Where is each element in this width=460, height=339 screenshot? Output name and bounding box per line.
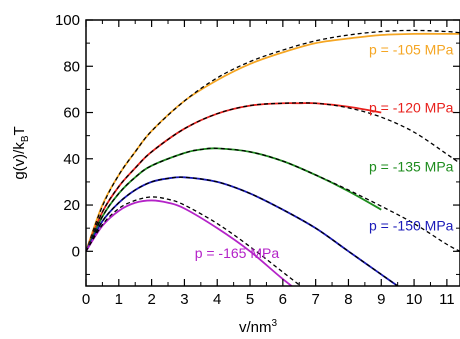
- x-axis-title-sup: 3: [271, 318, 277, 329]
- fit-line-p-135-mpa: [86, 147, 460, 252]
- x-tick-label-8: 8: [344, 291, 352, 308]
- x-tick-label-2: 2: [147, 291, 155, 308]
- series-label-p-165-mpa: p = -165 MPa: [195, 245, 280, 261]
- curves-layer: [86, 29, 460, 286]
- x-tick-label-4: 4: [213, 291, 221, 308]
- x-tick-label-11: 11: [439, 291, 455, 308]
- y-axis-title-main: g(v)/k: [11, 142, 28, 180]
- y-tick-label-0: 0: [72, 243, 80, 260]
- y-tick-label-80: 80: [63, 58, 80, 75]
- series-label-p-150-mpa: p = -150 MPa: [369, 217, 454, 233]
- fit-line-p-120-mpa: [86, 102, 460, 252]
- x-tick-label-5: 5: [246, 291, 254, 308]
- series-labels-layer: p = -105 MPa p = -120 MPa p = -135 MPa p = …: [195, 42, 454, 262]
- fit-line-p-105-mpa: [86, 29, 460, 252]
- x-axis-title: v/nm3: [239, 318, 278, 336]
- x-axis-title-main: v/nm: [239, 319, 272, 336]
- y-axis-title-tail: T: [11, 126, 28, 135]
- series-line-p-135-mpa: [86, 147, 382, 252]
- x-tick-label-6: 6: [279, 291, 287, 308]
- x-tick-label-7: 7: [311, 291, 319, 308]
- ticks-layer: 0 1 2 3 4 5 6 7 8 9 10 11 0 20 40 60 80 100: [55, 12, 460, 308]
- y-tick-label-40: 40: [63, 151, 80, 168]
- x-tick-label-1: 1: [115, 291, 123, 308]
- series-label-p-105-mpa: p = -105 MPa: [369, 42, 454, 58]
- plot-frame: [85, 19, 460, 287]
- y-axis-title-sub: B: [20, 135, 31, 142]
- y-tick-label-60: 60: [63, 105, 80, 122]
- series-label-p-135-mpa: p = -135 MPa: [369, 159, 454, 175]
- series-line-p-120-mpa: [86, 102, 382, 252]
- y-tick-label-100: 100: [55, 12, 80, 29]
- y-axis-title: g(v)/kBT: [11, 126, 31, 179]
- series-line-p-165-mpa: [86, 199, 294, 286]
- x-tick-label-9: 9: [377, 291, 385, 308]
- x-tick-label-0: 0: [82, 291, 90, 308]
- x-tick-label-10: 10: [406, 291, 423, 308]
- y-tick-label-20: 20: [63, 197, 80, 214]
- fit-line-p-150-mpa: [86, 176, 399, 286]
- series-label-p-120-mpa: p = -120 MPa: [369, 100, 454, 116]
- fit-line-p-165-mpa: [86, 196, 302, 286]
- x-tick-label-3: 3: [180, 291, 188, 308]
